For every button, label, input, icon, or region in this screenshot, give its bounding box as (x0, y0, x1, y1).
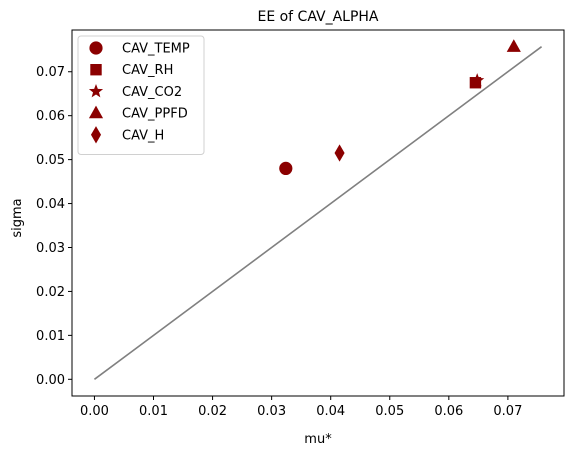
plot-area: 0.00 0.01 0.02 0.03 0.04 0.05 0.06 0.07 0.00 0.01… (36, 29, 565, 419)
y-tick-label: 0.05 (36, 153, 65, 168)
chart-title: EE of CAV_ALPHA (257, 9, 378, 25)
x-tick-label: 0.04 (316, 404, 345, 419)
x-tick-label: 0.06 (434, 404, 463, 419)
data-point-cav-h (334, 144, 345, 162)
legend-box (77, 35, 205, 155)
legend-label: CAV_CO2 (122, 85, 182, 100)
x-tick-label: 0.03 (257, 404, 286, 419)
x-tick-label: 0.07 (493, 404, 522, 419)
y-axis-label: sigma (10, 198, 25, 237)
legend-marker-cav-rh (90, 64, 102, 76)
x-tick-label: 0.02 (198, 404, 227, 419)
legend-marker-cav-h (90, 126, 102, 144)
legend-label: CAV_H (122, 128, 164, 143)
data-point-cav-temp (279, 161, 293, 176)
x-tick-label: 0.01 (139, 404, 168, 419)
data-point-cav-co2 (470, 73, 485, 87)
y-tick-label: 0.06 (36, 109, 65, 124)
legend-label: CAV_RH (122, 63, 173, 78)
legend-marker-cav-co2 (88, 83, 104, 98)
data-point-cav-ppfd (506, 39, 521, 52)
x-tick-label: 0.00 (80, 404, 109, 419)
legend-marker-cav-temp (89, 41, 103, 55)
y-tick-label: 0.00 (36, 373, 65, 388)
axes-frame (71, 29, 565, 397)
y-tick-label: 0.01 (36, 329, 65, 344)
y-tick-label: 0.03 (36, 241, 65, 256)
y-tick-label: 0.07 (36, 65, 65, 80)
legend-label: CAV_PPFD (122, 107, 188, 122)
x-tick-label: 0.05 (375, 404, 404, 419)
legend-marker-cav-ppfd (88, 105, 104, 119)
legend-label: CAV_TEMP (122, 42, 190, 57)
y-tick-label: 0.04 (36, 197, 65, 212)
y-tick-label: 0.02 (36, 285, 65, 300)
x-axis-label: mu* (304, 432, 332, 447)
reference-line (93, 46, 543, 380)
